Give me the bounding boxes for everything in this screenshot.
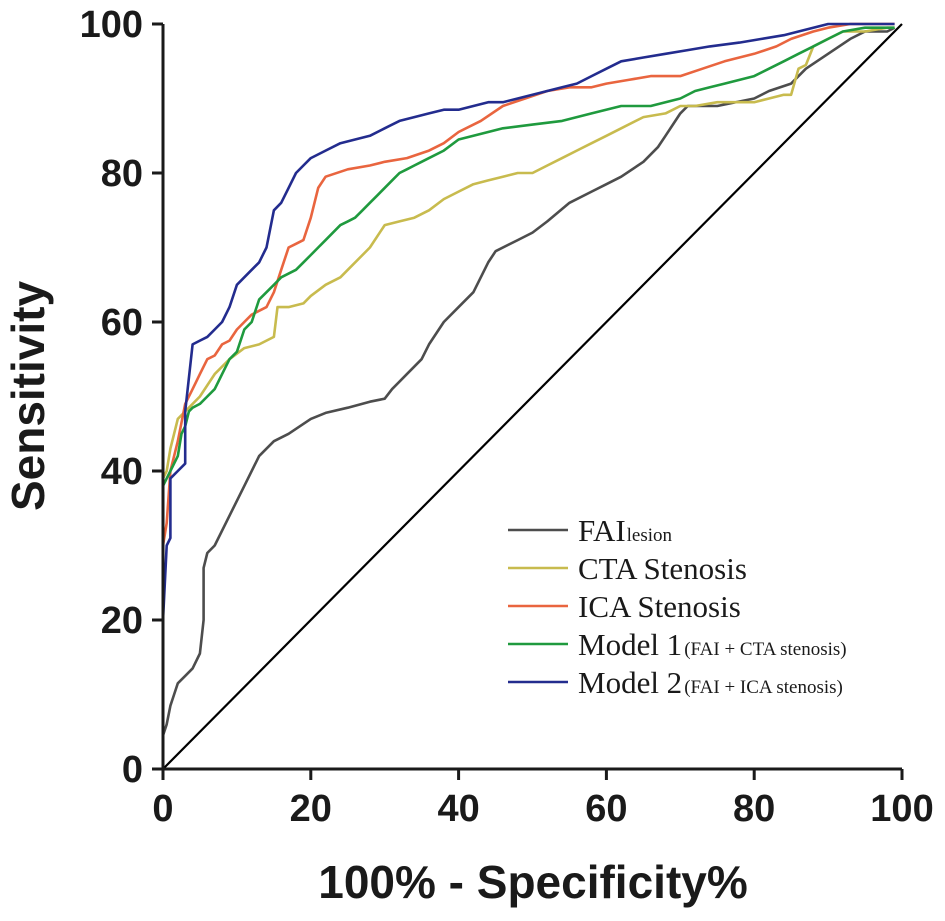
series-line-ica-stenosis [161,22,895,568]
y-tick-label: 0 [122,749,143,791]
y-tick-label: 60 [101,302,143,344]
x-axis-title: 100% - Specificity% [318,856,748,908]
y-ticks: 0 20 40 60 80 100 [80,4,163,791]
series-layer [161,22,896,769]
series-line-model-1 [161,26,895,538]
x-ticks: 0 20 40 60 80 100 [152,769,934,830]
y-tick-label: 40 [101,451,143,493]
legend-label-cta-stenosis: CTA Stenosis [578,551,747,586]
x-tick-label: 100 [870,788,933,830]
series-line-model-2 [161,22,895,732]
x-tick-label: 0 [152,788,173,830]
y-tick-label: 20 [101,600,143,642]
series-line-fai [161,26,896,769]
axes [161,24,902,771]
series-line-cta-stenosis [161,26,895,486]
legend-label-model-1: Model 1 (FAI + CTA stenosis) [578,627,847,662]
reference-layer [162,23,903,770]
x-tick-label: 80 [733,788,775,830]
y-tick-label: 80 [101,153,143,195]
y-axis-title: Sensitivity [2,281,54,512]
legend-label-model-2: Model 2 (FAI + ICA stenosis) [578,665,843,700]
x-tick-label: 20 [290,788,332,830]
reference-diagonal-line [162,23,903,770]
y-tick-label: 100 [80,4,143,46]
x-tick-label: 60 [585,788,627,830]
x-tick-label: 40 [437,788,479,830]
legend-label-fai: FAIlesion [578,513,673,548]
legend-label-ica-stenosis: ICA Stenosis [578,589,741,624]
